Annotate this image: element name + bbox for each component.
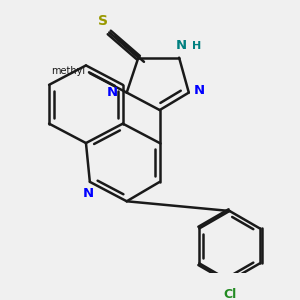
Text: Cl: Cl [223, 288, 236, 300]
Text: N: N [82, 187, 94, 200]
Text: N: N [176, 39, 187, 52]
Text: H: H [191, 41, 201, 51]
Text: N: N [194, 84, 205, 97]
Text: N: N [107, 86, 118, 99]
Text: methyl: methyl [51, 66, 85, 76]
Text: S: S [98, 14, 108, 28]
